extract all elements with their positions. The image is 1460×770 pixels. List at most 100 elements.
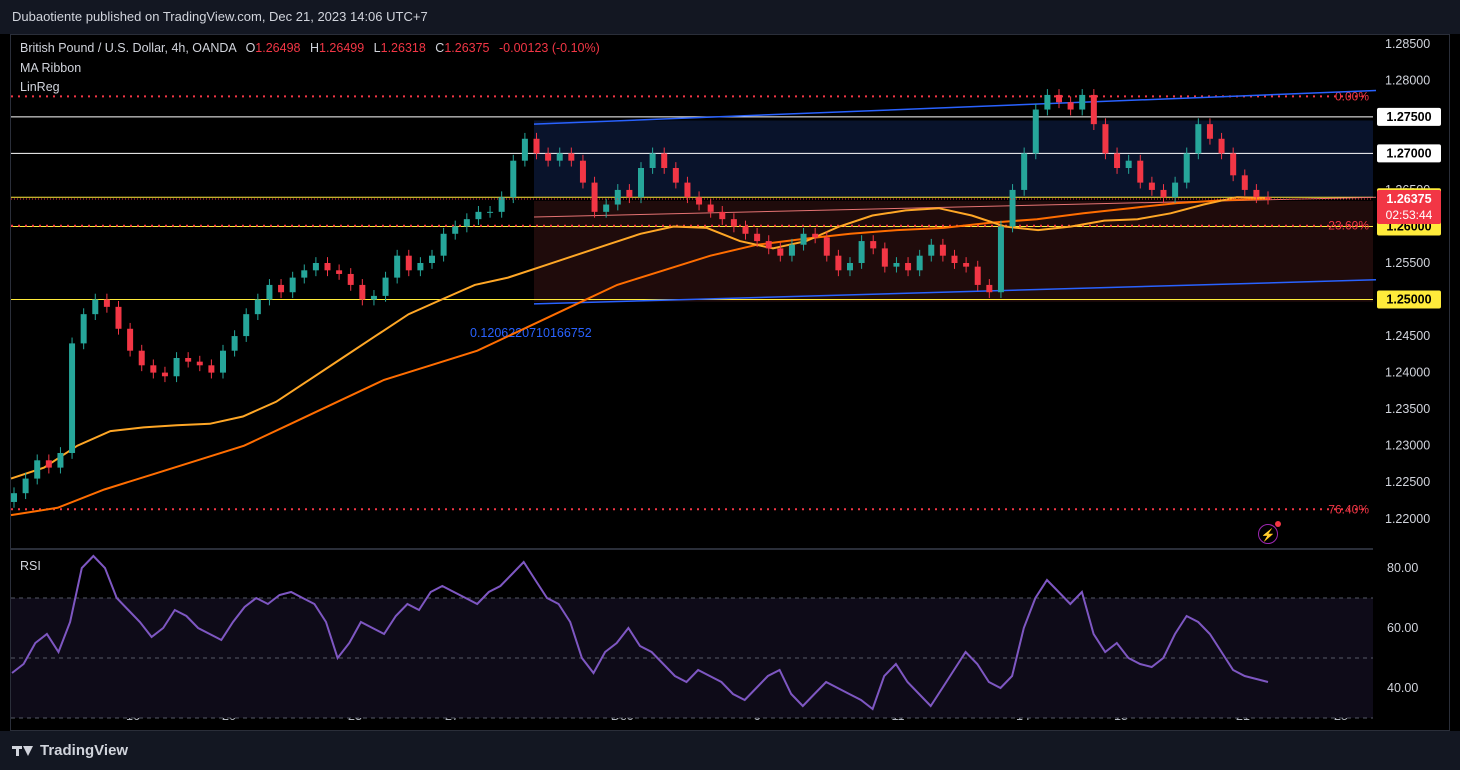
candle-body [742, 226, 749, 234]
price-label-text: 1.25000 [1386, 293, 1431, 307]
chart-canvas[interactable]: 16202327Dec611141821250.00%23.60%76.40%0… [0, 0, 1460, 731]
candle-body [45, 460, 52, 468]
candle-body [696, 197, 703, 205]
candle-body [951, 255, 958, 263]
brand-text: TradingView [40, 742, 129, 759]
candle-body [556, 153, 563, 161]
candle-body [301, 270, 308, 278]
price-label-box [1377, 290, 1441, 309]
symbol-title[interactable]: British Pound / U.S. Dollar, 4h, OANDA [20, 41, 237, 55]
candle-body [928, 244, 935, 256]
candle-body [243, 314, 250, 337]
candle-body [220, 350, 226, 373]
y-tick-label: 1.24000 [1385, 366, 1430, 380]
candle-body [1102, 124, 1109, 154]
candle-body [974, 266, 981, 285]
indicator-linreg[interactable]: LinReg [20, 80, 60, 94]
ma-fast-line [10, 196, 1271, 480]
candle-body [858, 241, 865, 263]
candle-body [312, 263, 319, 271]
candle-body [997, 226, 1004, 293]
notification-dot [1275, 521, 1281, 527]
candle-body [266, 284, 273, 300]
candle-body [359, 284, 366, 300]
tradingview-logo-icon [12, 745, 34, 757]
linreg-upper-line [533, 89, 1377, 125]
candle-body [1090, 94, 1097, 125]
candle-body [1125, 160, 1132, 168]
candle-body [1009, 189, 1016, 227]
low-value: 1.26318 [380, 41, 426, 55]
candle-body [521, 138, 528, 161]
candle-body [103, 299, 110, 307]
y-tick-label: 1.25500 [1385, 256, 1430, 270]
candle-body [289, 277, 296, 293]
candle-body [847, 263, 853, 271]
candle-body [80, 314, 87, 344]
candle-body [254, 299, 261, 315]
linreg-lower-line [533, 279, 1377, 305]
candle-body [916, 255, 923, 271]
candle-body [11, 493, 17, 502]
rsi-y-tick-label: 80.00 [1387, 561, 1418, 575]
candle-body [185, 358, 192, 362]
candle-body [986, 284, 993, 293]
tradingview-logo[interactable]: TradingView [12, 742, 128, 759]
y-tick-label: 1.22000 [1385, 512, 1430, 526]
ma-slow-line [10, 197, 1271, 517]
candle-body [1148, 182, 1155, 190]
candle-body [115, 306, 122, 329]
chart-frame [10, 34, 1450, 731]
candle-body [208, 365, 215, 373]
flash-icon[interactable]: ⚡ [1258, 524, 1278, 544]
candle-body [22, 478, 29, 494]
candle-body [1253, 189, 1260, 198]
close-value: 1.26375 [444, 41, 490, 55]
y-tick-label: 1.22500 [1385, 475, 1430, 489]
rsi-y-tick-label: 60.00 [1387, 621, 1418, 635]
candle-body [800, 233, 807, 245]
indicator-ma-ribbon[interactable]: MA Ribbon [20, 60, 82, 75]
candle-body [591, 182, 598, 212]
high-value: 1.26499 [319, 41, 365, 55]
candle-body [1021, 153, 1028, 190]
candle-body [487, 211, 494, 213]
change-value: -0.00123 (-0.10%) [499, 41, 600, 55]
candle-body [905, 263, 912, 271]
pane-divider[interactable] [11, 548, 1373, 550]
candle-body [173, 358, 180, 377]
open-value: 1.26498 [255, 41, 301, 55]
candle-body [1137, 160, 1144, 183]
candle-body [626, 189, 633, 198]
candle-body [1265, 197, 1271, 199]
candle-body [661, 153, 668, 168]
candle-body [92, 299, 99, 315]
price-label-text: 1.27500 [1386, 110, 1431, 124]
candle-body [1079, 94, 1086, 110]
candle-body [1032, 109, 1039, 154]
candle-body [812, 233, 819, 238]
candle-body [336, 270, 343, 274]
countdown-text: 02:53:44 [1386, 208, 1433, 222]
candle-body [835, 255, 842, 271]
publish-info: Dubaotiente published on TradingView.com… [12, 9, 428, 24]
fib-label: 0.00% [1335, 89, 1369, 103]
candle-body [1160, 189, 1167, 198]
rsi-label[interactable]: RSI [20, 559, 41, 573]
candle-body [324, 263, 331, 271]
linreg-value-label: 0.1206220710166752 [470, 326, 592, 340]
y-tick-label: 1.24500 [1385, 329, 1430, 343]
candle-body [417, 263, 424, 271]
candle-body [870, 241, 877, 249]
candle-body [1172, 182, 1179, 198]
candle-body [788, 244, 795, 256]
y-tick-label: 1.23000 [1385, 439, 1430, 453]
bottom-bar [0, 731, 1460, 770]
candle-body [1218, 138, 1225, 154]
candle-body [649, 153, 656, 168]
y-tick-label: 1.28500 [1385, 37, 1430, 51]
candle-body [1195, 124, 1202, 154]
top-bar: Dubaotiente published on TradingView.com… [0, 0, 1460, 34]
candle-body [498, 197, 505, 212]
candle-body [823, 237, 830, 256]
